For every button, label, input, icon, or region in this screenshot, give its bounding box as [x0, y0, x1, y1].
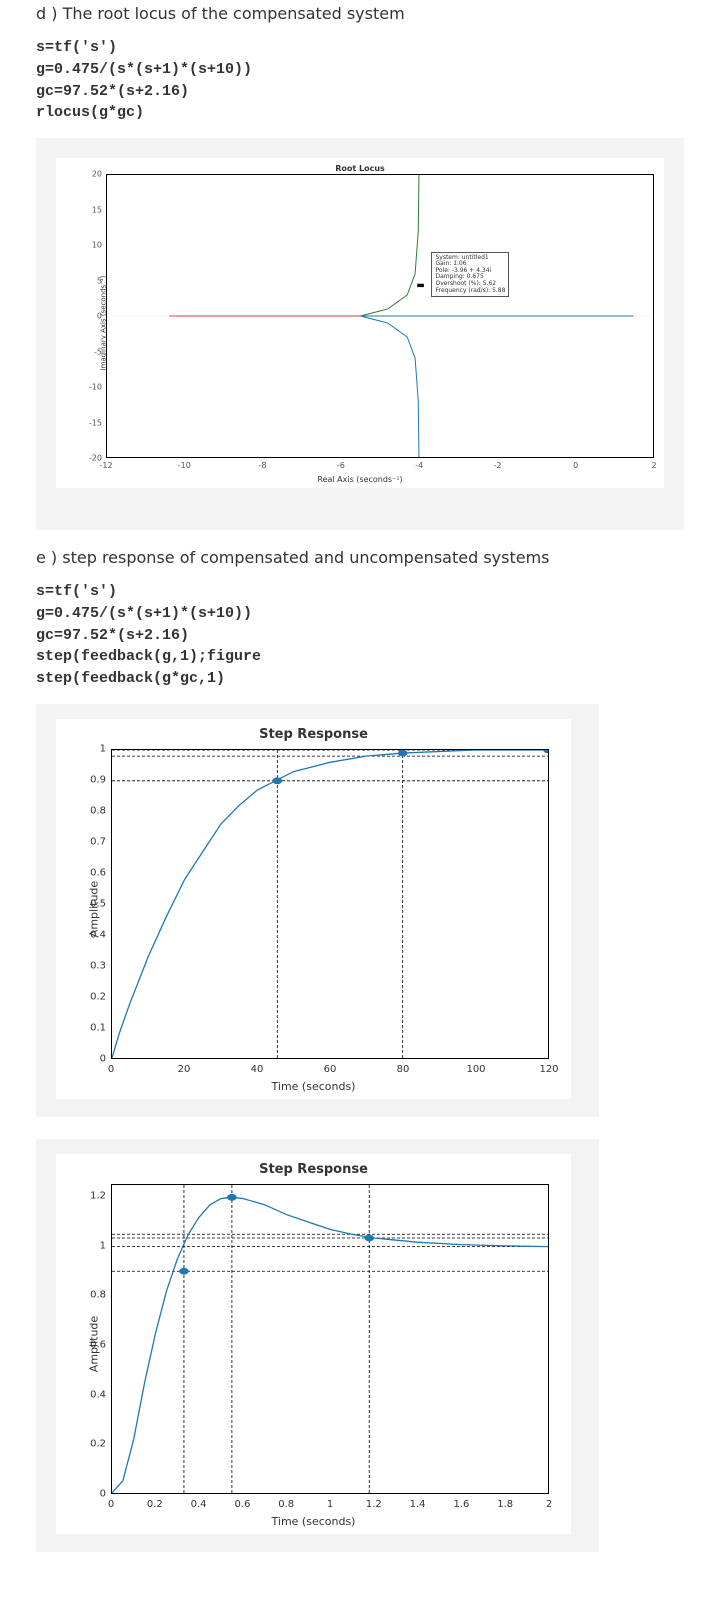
rl-xtick: -2: [493, 461, 501, 470]
root-locus-xlabel: Real Axis (seconds⁻¹): [56, 475, 664, 484]
sr-xtick: 0: [108, 1064, 114, 1075]
sr-xtick: 20: [178, 1064, 191, 1075]
sr-xtick: 120: [539, 1064, 558, 1075]
sr-ytick: 0: [76, 1488, 106, 1499]
section-d-heading: d ) The root locus of the compensated sy…: [36, 4, 684, 23]
rl-ytick: 0: [72, 312, 102, 321]
rl-ytick: -5: [72, 347, 102, 356]
step2-plot-area: [111, 1184, 549, 1494]
sr-ytick: 0.7: [76, 836, 106, 847]
rl-xtick: -6: [337, 461, 345, 470]
sr-ytick: 0.5: [76, 898, 106, 909]
sr-ytick: 0.6: [76, 1339, 106, 1350]
rl-ytick: 20: [72, 170, 102, 179]
rl-xtick: -10: [178, 461, 191, 470]
rl-ytick: 10: [72, 241, 102, 250]
sr-ytick: 0.3: [76, 960, 106, 971]
rl-ytick: -20: [72, 454, 102, 463]
sr-ytick: 0.6: [76, 867, 106, 878]
sr-ytick: 0: [76, 1053, 106, 1064]
root-locus-plot-area: System: untitled1 Gain: 1.06 Pole: -3.96…: [106, 174, 654, 458]
section-e-heading: e ) step response of compensated and unc…: [36, 548, 684, 567]
sr-xtick: 0.4: [191, 1499, 207, 1510]
step1-plot-area: [111, 749, 549, 1059]
sr-ytick: 0.9: [76, 774, 106, 785]
sr-xtick: 1.8: [497, 1499, 513, 1510]
sr-xtick: 0.6: [234, 1499, 250, 1510]
rl-ytick: -10: [72, 383, 102, 392]
sr-ytick: 1: [76, 1240, 106, 1251]
rl-xtick: 0: [573, 461, 578, 470]
rl-ytick: 15: [72, 205, 102, 214]
root-locus-figure: Root Locus Imaginary Axis (seconds⁻¹) Sy…: [36, 138, 684, 530]
sr-xtick: 1.2: [366, 1499, 382, 1510]
sr-xtick: 0.8: [278, 1499, 294, 1510]
sr-ytick: 0.1: [76, 1022, 106, 1033]
sr-xtick: 40: [251, 1064, 264, 1075]
step2-title: Step Response: [56, 1154, 571, 1179]
sr-ytick: 0.8: [76, 805, 106, 816]
sr-xtick: 2: [546, 1499, 552, 1510]
sr-ytick: 0.4: [76, 929, 106, 940]
root-locus-data-tip: System: untitled1 Gain: 1.06 Pole: -3.96…: [431, 252, 509, 298]
step-response-1-figure: Step Response Amplitude Time (seconds) 0…: [36, 704, 599, 1117]
sr-xtick: 1: [327, 1499, 333, 1510]
rl-ytick: 5: [72, 276, 102, 285]
rl-xtick: -8: [259, 461, 267, 470]
sr-xtick: 1.6: [453, 1499, 469, 1510]
sr-xtick: 60: [324, 1064, 337, 1075]
sr-xtick: 0: [108, 1499, 114, 1510]
sr-ytick: 0.2: [76, 1439, 106, 1450]
step2-xlabel: Time (seconds): [56, 1515, 571, 1528]
root-locus-title: Root Locus: [56, 164, 664, 173]
rl-xtick: 2: [651, 461, 656, 470]
sr-ytick: 0.4: [76, 1389, 106, 1400]
sr-ytick: 1: [76, 743, 106, 754]
rl-ytick: -15: [72, 418, 102, 427]
step1-title: Step Response: [56, 719, 571, 744]
sr-ytick: 0.8: [76, 1290, 106, 1301]
step1-xlabel: Time (seconds): [56, 1080, 571, 1093]
sr-ytick: 1.2: [76, 1191, 106, 1202]
sr-ytick: 0.2: [76, 991, 106, 1002]
sr-xtick: 80: [397, 1064, 410, 1075]
rl-xtick: -4: [415, 461, 423, 470]
sr-xtick: 1.4: [410, 1499, 426, 1510]
sr-xtick: 0.2: [147, 1499, 163, 1510]
sr-xtick: 100: [466, 1064, 485, 1075]
step-response-2-figure: Step Response Amplitude Time (seconds) 0…: [36, 1139, 599, 1552]
code-block-e: s=tf('s') g=0.475/(s*(s+1)*(s+10)) gc=97…: [36, 581, 684, 690]
code-block-d: s=tf('s') g=0.475/(s*(s+1)*(s+10)) gc=97…: [36, 37, 684, 124]
